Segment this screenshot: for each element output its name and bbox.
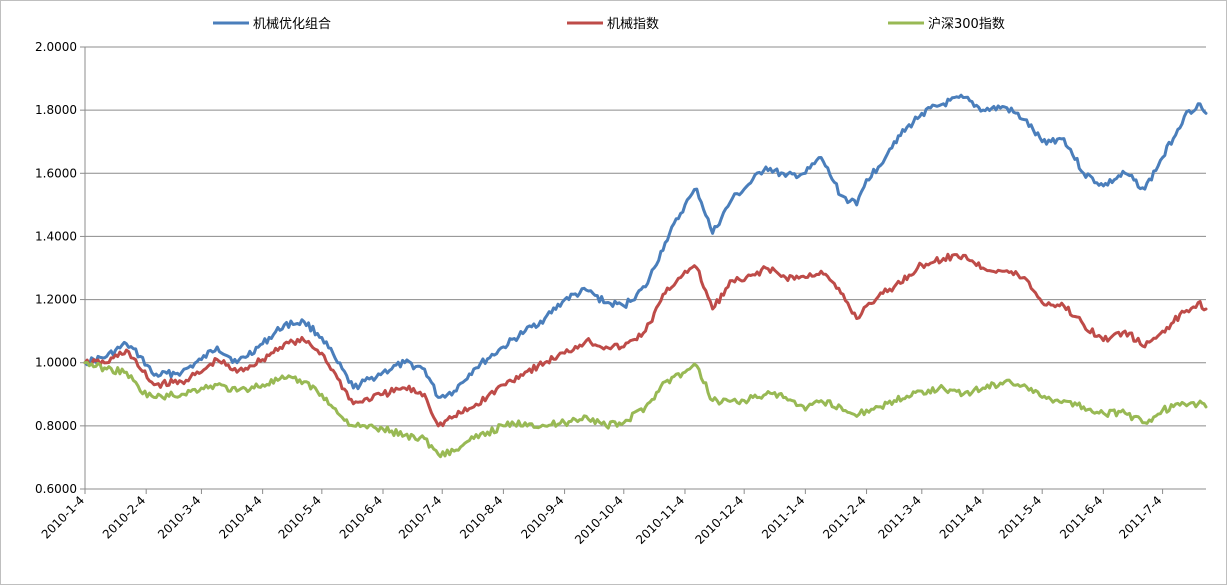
x-tick-label: 2010-3-4 <box>155 493 203 541</box>
x-tick-label: 2010-8-4 <box>457 493 505 541</box>
series-line <box>83 93 1208 399</box>
x-tick-label: 2010-7-4 <box>396 493 444 541</box>
x-tick-label: 2010-10-4 <box>572 493 626 547</box>
legend: 机械优化组合 机械指数 沪深300指数 <box>213 16 1005 32</box>
y-tick-label: 1.4000 <box>35 229 77 243</box>
x-tick-label: 2011-6-4 <box>1057 493 1105 541</box>
x-tick-label: 2010-5-4 <box>276 493 324 541</box>
x-tick-label: 2011-4-4 <box>937 493 985 541</box>
y-tick-label: 1.2000 <box>35 293 77 307</box>
x-tick-label: 2010-2-4 <box>100 493 148 541</box>
x-tick-label: 2011-2-4 <box>820 493 868 541</box>
x-tick-label: 2010-9-4 <box>518 493 566 541</box>
y-tick-label: 1.0000 <box>35 356 77 370</box>
x-tick-label: 2011-1-4 <box>759 493 807 541</box>
y-tick-label: 2.0000 <box>35 40 77 54</box>
y-tick-label: 1.6000 <box>35 166 77 180</box>
x-tick-label: 2010-1-4 <box>39 493 87 541</box>
gridlines <box>85 46 1206 490</box>
y-tick-label: 1.8000 <box>35 103 77 117</box>
legend-label: 沪深300指数 <box>928 16 1005 32</box>
x-tick-label: 2010-4-4 <box>216 493 264 541</box>
legend-label: 机械指数 <box>607 17 659 32</box>
series-line <box>83 360 1208 459</box>
x-tick-label: 2010-12-4 <box>692 493 746 547</box>
x-tick-label: 2011-5-4 <box>996 493 1044 541</box>
series-lines <box>83 93 1208 459</box>
y-tick-label: 0.8000 <box>35 419 77 433</box>
legend-label: 机械优化组合 <box>253 17 331 32</box>
x-tick-label: 2010-11-4 <box>633 493 687 547</box>
y-tick-label: 0.6000 <box>35 482 77 496</box>
x-tick-label: 2011-3-4 <box>876 493 924 541</box>
x-tick-label: 2010-6-4 <box>337 493 385 541</box>
x-tick-label: 2011-7-4 <box>1116 493 1164 541</box>
series-line <box>83 252 1208 428</box>
axes: 0.6000 0.8000 1.0000 1.2000 1.4000 1.6000 1.80… <box>35 40 1206 547</box>
